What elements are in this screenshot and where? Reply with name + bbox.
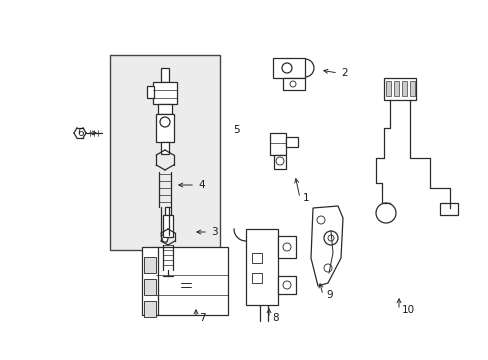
Circle shape	[282, 63, 291, 73]
Polygon shape	[161, 235, 169, 242]
Bar	[161, 68, 169, 82]
Bar	[143, 301, 156, 317]
Text: 9: 9	[325, 290, 332, 300]
Circle shape	[324, 231, 337, 245]
Circle shape	[283, 281, 290, 289]
Bar	[156, 114, 174, 142]
Polygon shape	[310, 206, 342, 286]
Bar	[401, 81, 406, 96]
Bar	[273, 155, 285, 169]
Bar	[156, 247, 227, 315]
Bar	[278, 276, 295, 294]
Bar	[393, 81, 398, 96]
Bar	[251, 253, 262, 263]
Bar	[143, 257, 156, 273]
Bar	[251, 273, 262, 283]
Bar	[142, 247, 158, 315]
Bar	[143, 279, 156, 295]
Bar	[158, 104, 172, 114]
Text: 1: 1	[303, 193, 309, 203]
Text: 4: 4	[198, 180, 204, 190]
Text: 3: 3	[210, 227, 217, 237]
Text: 5: 5	[232, 125, 239, 135]
Bar	[283, 78, 305, 90]
Text: 7: 7	[199, 313, 205, 323]
Circle shape	[316, 216, 325, 224]
Text: 6: 6	[77, 128, 84, 138]
Bar	[163, 215, 173, 237]
Bar	[285, 137, 297, 147]
Circle shape	[324, 264, 331, 272]
Bar	[161, 142, 169, 154]
Bar	[269, 133, 285, 155]
Bar	[383, 78, 415, 100]
Text: 8: 8	[271, 313, 278, 323]
Circle shape	[375, 203, 395, 223]
Bar	[153, 82, 177, 104]
Bar	[272, 58, 305, 78]
Text: 2: 2	[340, 68, 347, 78]
Bar	[147, 86, 154, 98]
Bar	[439, 203, 457, 215]
Bar	[278, 236, 295, 258]
Circle shape	[275, 157, 284, 165]
Circle shape	[160, 117, 170, 127]
Bar	[385, 81, 390, 96]
Circle shape	[327, 235, 333, 241]
Bar	[110, 55, 220, 250]
Circle shape	[289, 81, 295, 87]
Bar	[409, 81, 414, 96]
Circle shape	[283, 243, 290, 251]
Bar	[245, 229, 278, 305]
Text: 10: 10	[401, 305, 414, 315]
Bar	[164, 207, 171, 215]
